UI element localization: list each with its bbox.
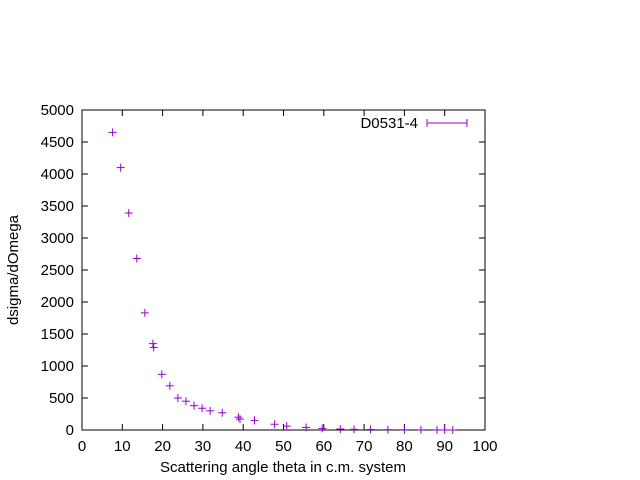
y-tick-label: 0: [66, 422, 74, 439]
data-point: [165, 381, 174, 390]
data-point: [383, 425, 392, 434]
x-tick-label: 60: [315, 438, 332, 455]
data-point: [336, 425, 345, 434]
data-point: [318, 424, 327, 433]
x-tick-label: 70: [356, 438, 373, 455]
data-point: [181, 397, 190, 406]
data-series: [108, 128, 457, 434]
data-point: [116, 163, 125, 172]
data-point: [302, 423, 311, 432]
x-tick-label: 20: [154, 438, 171, 455]
y-tick-label: 1500: [41, 326, 74, 343]
x-tick-label: 100: [472, 438, 497, 455]
y-tick-label: 2000: [41, 294, 74, 311]
x-axis: 0 10 20 30 40 50 60 70 80 90 100: [78, 110, 498, 455]
y-tick-label: 3000: [41, 230, 74, 247]
data-point: [157, 370, 166, 379]
x-tick-label: 0: [78, 438, 86, 455]
y-tick-label: 2500: [41, 262, 74, 279]
data-point: [448, 426, 457, 434]
y-tick-label: 1000: [41, 358, 74, 375]
data-point: [282, 422, 291, 431]
data-point: [235, 415, 244, 424]
data-point: [350, 425, 359, 434]
data-point: [132, 254, 141, 263]
data-point: [149, 343, 158, 352]
legend: D0531-4: [360, 115, 468, 132]
data-point: [270, 420, 279, 429]
x-tick-label: 40: [235, 438, 252, 455]
data-point: [440, 426, 449, 434]
y-tick-label: 500: [49, 390, 74, 407]
data-point: [173, 394, 182, 402]
data-point: [198, 404, 207, 413]
legend-marker: [426, 119, 468, 127]
x-tick-label: 90: [436, 438, 453, 455]
data-point: [400, 425, 409, 434]
data-point: [218, 408, 227, 417]
y-axis-label: dsigma/dOmega: [5, 214, 22, 325]
y-tick-label: 3500: [41, 198, 74, 215]
data-point: [250, 416, 259, 425]
data-point: [433, 425, 442, 434]
y-axis: 0 500 1000 1500 2000 2500 3000 3500 4000 4500 5000: [41, 102, 485, 439]
y-tick-label: 5000: [41, 102, 74, 119]
x-tick-label: 80: [396, 438, 413, 455]
data-point: [416, 425, 425, 434]
data-point: [140, 308, 149, 317]
x-tick-label: 30: [195, 438, 212, 455]
data-point: [206, 406, 215, 415]
data-point: [366, 425, 375, 434]
data-point: [190, 401, 199, 410]
data-point: [234, 413, 243, 422]
data-point: [108, 128, 117, 137]
x-axis-label: Scattering angle theta in c.m. system: [160, 459, 406, 476]
y-tick-label: 4000: [41, 166, 74, 183]
data-point: [148, 339, 157, 348]
data-point: [124, 209, 133, 218]
plot-area: [81, 109, 486, 431]
y-tick-label: 4500: [41, 134, 74, 151]
legend-label: D0531-4: [360, 115, 418, 132]
x-tick-label: 50: [275, 438, 292, 455]
x-tick-label: 10: [114, 438, 131, 455]
plot-frame: [81, 109, 486, 431]
